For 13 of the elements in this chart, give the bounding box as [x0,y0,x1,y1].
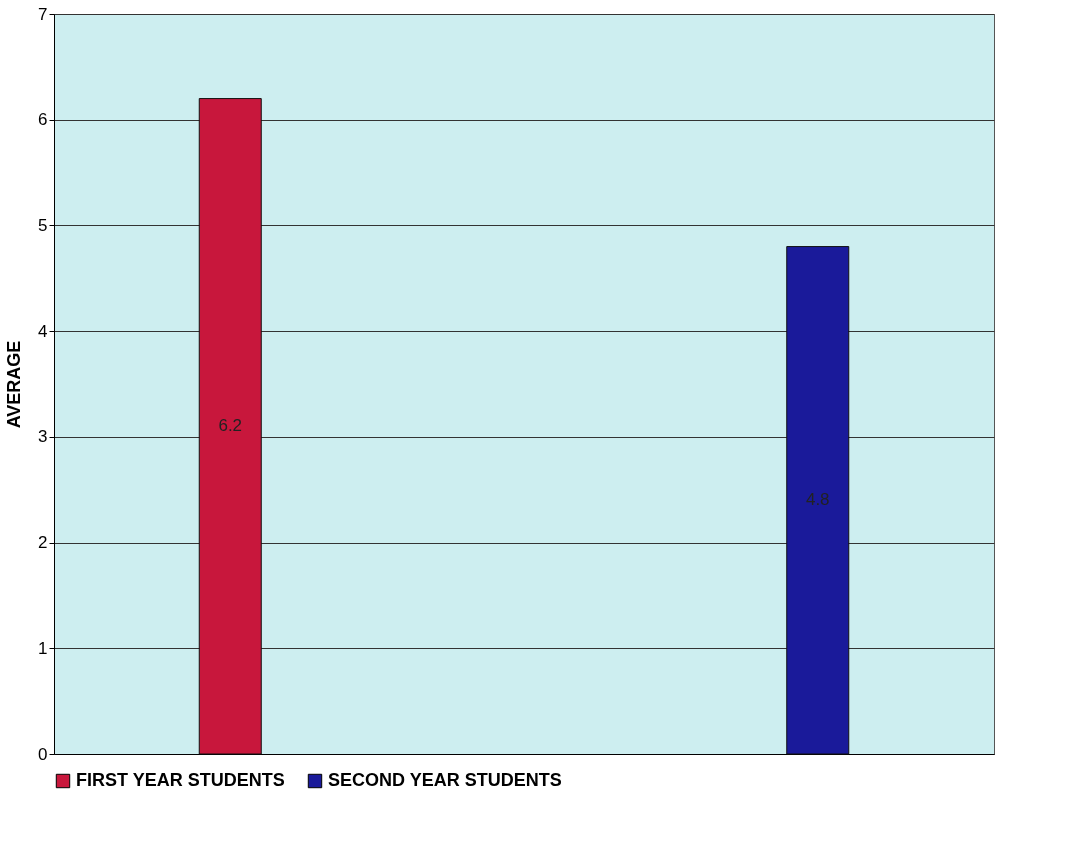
y-tick-label: 6 [38,110,48,130]
data-label: 6.2 [218,416,243,436]
legend-label: FIRST YEAR STUDENTS [76,770,285,790]
y-axis-title: AVERAGE [4,340,25,429]
data-label: 4.8 [805,490,830,510]
y-tick-label: 2 [38,533,48,553]
y-tick-label: 3 [38,427,48,447]
y-tick-label: 4 [38,321,48,341]
y-tick-label: 1 [38,638,48,658]
y-tick-label: 0 [38,744,48,764]
y-tick-label: 5 [38,215,48,235]
legend-label: SECOND YEAR STUDENTS [328,770,562,790]
y-tick-label: 7 [38,4,48,24]
